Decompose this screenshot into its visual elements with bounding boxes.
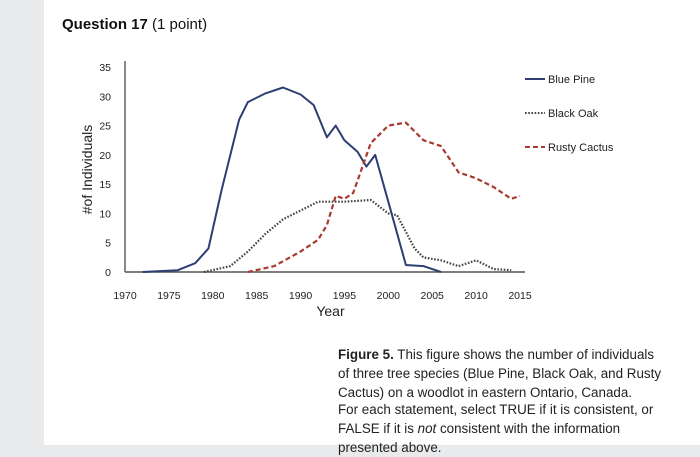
instructions-part1: For each statement, select TRUE if it is… [338,402,654,436]
y-tick-label: 30 [99,91,111,103]
legend-label: Black Oak [548,108,599,120]
caption-label: Figure 5. [338,347,394,362]
series-line-black-oak [203,198,512,274]
y-tick-label: 5 [105,238,111,250]
x-tick-label: 1995 [333,290,357,302]
x-tick-label: 2015 [508,290,532,302]
line-chart: 0 5 10 15 20 25 30 35 1970 1975 1980 1985 1990 1995 20… [79,61,614,319]
x-axis-title: Year [316,303,345,319]
y-tick-label: 25 [99,121,111,133]
y-tick-label: 35 [99,62,111,74]
y-tick-label: 20 [99,150,111,162]
x-tick-label: 1990 [289,290,313,302]
x-tick-label: 2005 [421,290,445,302]
chart-legend: Blue Pine Black Oak Rusty Cactus [525,74,614,154]
question-card [44,0,700,445]
y-tick-label: 10 [99,208,111,220]
y-axis-title: #of Individuals [79,125,95,215]
instructions-emphasis: not [417,421,437,436]
x-tick-label: 1980 [201,290,225,302]
caption-text: This figure shows the number of individu… [338,347,662,400]
question-instructions: For each statement, select TRUE if it is… [338,400,678,457]
series-line-blue-pine [142,86,442,273]
x-tick-label: 1985 [245,290,269,302]
y-tick-label: 0 [105,267,111,279]
x-tick-label: 1975 [157,290,181,302]
series-line-rusty-cactus [247,121,521,274]
legend-label: Blue Pine [548,74,595,86]
x-tick-label: 1970 [113,290,137,302]
chart-series [142,86,521,274]
x-tick-label: 2000 [377,290,401,302]
question-title: Question 17 [62,16,148,33]
figure-caption: Figure 5. This figure shows the number o… [338,345,668,402]
y-tick-label: 15 [99,179,111,191]
legend-label: Rusty Cactus [548,142,614,154]
chart-axes: 0 5 10 15 20 25 30 35 1970 1975 1980 1985 1990 1995 20… [79,61,532,319]
question-points: (1 point) [152,16,208,33]
question-header: Question 17 (1 point) [62,16,207,33]
x-tick-label: 2010 [464,290,488,302]
